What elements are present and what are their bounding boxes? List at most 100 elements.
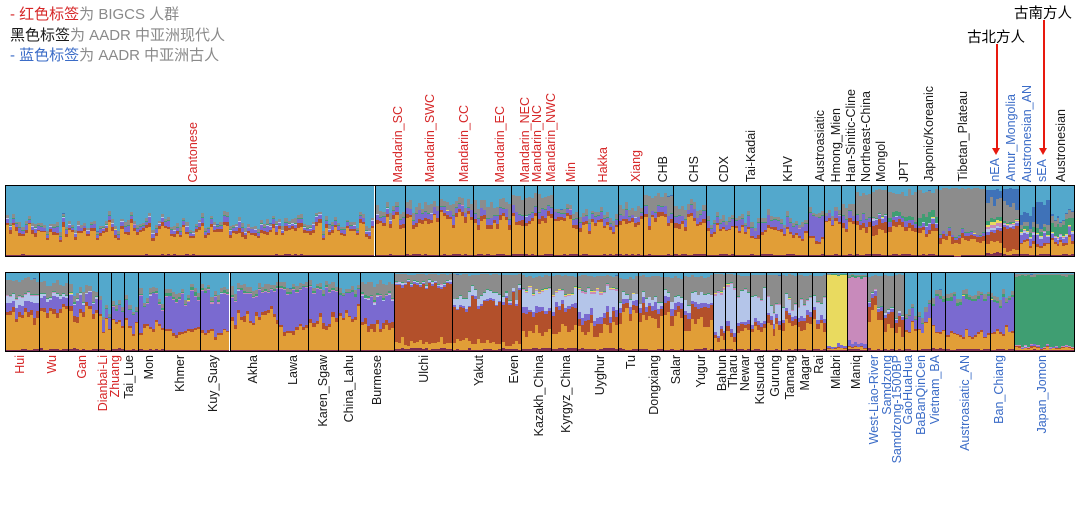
ancestry-segment-gray	[262, 224, 266, 228]
population-label-Ban_Chiang: Ban_Chiang	[992, 355, 1007, 424]
ancestry-segment-rust	[29, 310, 33, 315]
ancestry-segment-orange	[622, 221, 626, 255]
ancestry-segment-skyblue	[622, 273, 626, 279]
ancestry-segment-gray	[580, 275, 584, 290]
ancestry-segment-green	[145, 302, 149, 304]
ancestry-segment-periwinkle	[1015, 221, 1019, 224]
population-label-Tibetan_Plateau: Tibetan_Plateau	[956, 91, 971, 182]
ancestry-segment-purple	[92, 224, 96, 228]
ancestry-segment-orange	[151, 240, 155, 256]
ancestry-segment-purple	[572, 220, 576, 226]
ancestry-segment-maroon	[67, 255, 71, 256]
ancestry-segment-purple	[275, 288, 279, 321]
ancestry-segment-steelblue	[1065, 213, 1069, 215]
ancestry-segment-maroon	[501, 254, 505, 256]
ancestry-segment-orange	[440, 211, 444, 255]
individual-bar	[859, 186, 863, 256]
ancestry-segment-skyblue	[285, 273, 289, 288]
ancestry-segment-purple	[52, 227, 56, 233]
ancestry-segment-gray	[384, 284, 388, 294]
ancestry-segment-rust	[495, 224, 499, 229]
ancestry-segment-purple	[625, 298, 629, 303]
ancestry-segment-rust	[14, 318, 18, 322]
ancestry-segment-skyblue	[640, 186, 644, 208]
ancestry-segment-purple	[773, 219, 777, 228]
ancestry-segment-orange	[85, 306, 89, 350]
ancestry-segment-maroon	[292, 350, 296, 351]
ancestry-segment-pink	[366, 297, 370, 299]
ancestry-segment-purple	[459, 305, 463, 307]
ancestry-segment-maroon	[1039, 254, 1043, 256]
ancestry-segment-skyblue	[639, 273, 643, 277]
ancestry-segment-rust	[587, 319, 591, 332]
ancestry-segment-green	[49, 296, 53, 298]
ancestry-segment-skyblue	[361, 186, 365, 215]
ancestry-segment-purple	[982, 233, 986, 237]
ancestry-segment-purple	[244, 232, 248, 235]
ancestry-segment-rust	[412, 225, 416, 230]
ancestry-segment-gray	[49, 285, 53, 297]
ancestry-segment-purple	[608, 316, 612, 323]
ancestry-segment-green	[495, 214, 499, 216]
population-group-Mongol	[870, 186, 888, 256]
ancestry-segment-skyblue	[381, 273, 385, 285]
ancestry-segment-gray	[409, 275, 413, 283]
ancestry-segment-purple	[174, 303, 178, 335]
ancestry-segment-gray	[538, 275, 542, 292]
ancestry-segment-maroon	[795, 254, 799, 256]
ancestry-segment-purple	[945, 234, 949, 237]
ancestry-segment-maroon	[216, 350, 220, 351]
individual-bar	[741, 186, 745, 256]
ancestry-segment-purple	[23, 301, 27, 308]
ancestry-segment-purple	[193, 296, 197, 328]
ancestry-segment-periwinkle	[1050, 233, 1054, 235]
ancestry-segment-orange	[382, 225, 386, 255]
ancestry-segment-periwinkle	[366, 298, 370, 300]
ancestry-segment-gray	[225, 211, 229, 216]
ancestry-segment-purple	[72, 304, 76, 316]
population-label-Uyghur: Uyghur	[593, 355, 608, 396]
ancestry-segment-yellow	[1062, 236, 1066, 238]
ancestry-segment-gray	[474, 275, 478, 290]
ancestry-segment-orange	[105, 231, 109, 255]
ancestry-segment-green	[357, 287, 361, 289]
ancestry-segment-purple	[132, 224, 136, 229]
ancestry-segment-gray	[734, 217, 738, 221]
ancestry-segment-green	[284, 221, 288, 223]
ancestry-segment-skyblue	[306, 186, 310, 226]
ancestry-segment-gray	[169, 227, 174, 230]
ancestry-segment-maroon	[577, 349, 581, 351]
ancestry-segment-skyblue	[544, 273, 548, 275]
ancestry-segment-gray	[569, 204, 573, 209]
ancestry-segment-green	[599, 291, 603, 293]
ancestry-segment-gray	[105, 221, 109, 225]
ancestry-segment-green	[347, 291, 351, 293]
ancestry-segment-gray	[415, 273, 419, 282]
ancestry-segment-green	[101, 319, 105, 321]
individual-bar	[325, 273, 329, 351]
ancestry-segment-maroon	[874, 254, 878, 256]
ancestry-segment-green	[960, 228, 964, 230]
ancestry-segment-gray	[64, 226, 68, 230]
ancestry-segment-green	[734, 220, 738, 221]
ancestry-segment-green	[992, 219, 996, 223]
ancestry-segment-pink	[318, 288, 322, 290]
ancestry-segment-green	[544, 209, 548, 211]
ancestry-segment-orange	[128, 328, 132, 350]
ancestry-segment-green	[151, 232, 155, 234]
ancestry-segment-skyblue	[440, 186, 444, 200]
ancestry-segment-skyblue	[241, 186, 245, 224]
ancestry-segment-skyblue	[20, 273, 24, 281]
ancestry-segment-orange	[706, 230, 710, 255]
ancestry-segment-orange	[197, 230, 201, 255]
ancestry-segment-rust	[642, 303, 646, 316]
ancestry-segment-purple	[250, 229, 254, 233]
individual-bar	[483, 273, 487, 351]
ancestry-segment-pink	[567, 294, 571, 296]
ancestry-segment-skyblue	[446, 186, 450, 202]
individual-bar	[387, 273, 391, 351]
ancestry-segment-purple	[744, 225, 748, 232]
ancestry-segment-orange	[367, 238, 372, 256]
ancestry-segment-orange	[583, 335, 588, 349]
individual-bar	[785, 186, 789, 256]
